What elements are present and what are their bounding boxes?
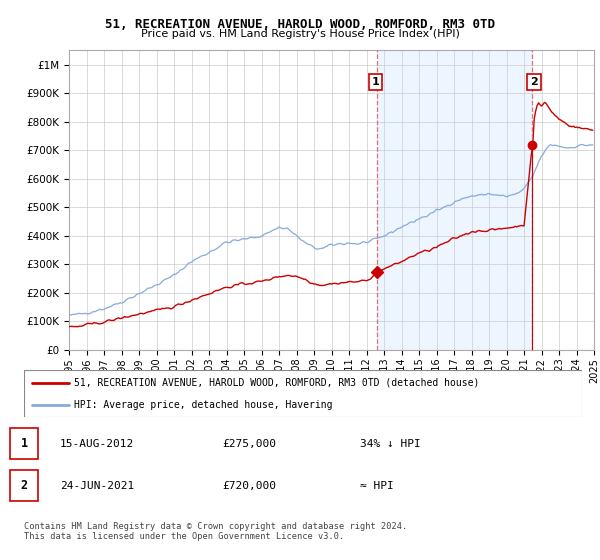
- Text: 51, RECREATION AVENUE, HAROLD WOOD, ROMFORD, RM3 0TD: 51, RECREATION AVENUE, HAROLD WOOD, ROMF…: [105, 18, 495, 31]
- Text: £720,000: £720,000: [222, 481, 276, 491]
- Text: HPI: Average price, detached house, Havering: HPI: Average price, detached house, Have…: [74, 400, 333, 410]
- Text: 15-AUG-2012: 15-AUG-2012: [60, 439, 134, 449]
- Text: 1: 1: [372, 77, 379, 87]
- Text: Price paid vs. HM Land Registry's House Price Index (HPI): Price paid vs. HM Land Registry's House …: [140, 29, 460, 39]
- Text: 2: 2: [530, 77, 538, 87]
- Text: 1: 1: [20, 437, 28, 450]
- Bar: [377, 50, 532, 350]
- Text: 51, RECREATION AVENUE, HAROLD WOOD, ROMFORD, RM3 0TD (detached house): 51, RECREATION AVENUE, HAROLD WOOD, ROMF…: [74, 378, 479, 388]
- Text: 34% ↓ HPI: 34% ↓ HPI: [360, 439, 421, 449]
- Text: £275,000: £275,000: [222, 439, 276, 449]
- Text: Contains HM Land Registry data © Crown copyright and database right 2024.
This d: Contains HM Land Registry data © Crown c…: [24, 522, 407, 542]
- Text: 2: 2: [20, 479, 28, 492]
- Text: 24-JUN-2021: 24-JUN-2021: [60, 481, 134, 491]
- Text: ≈ HPI: ≈ HPI: [360, 481, 394, 491]
